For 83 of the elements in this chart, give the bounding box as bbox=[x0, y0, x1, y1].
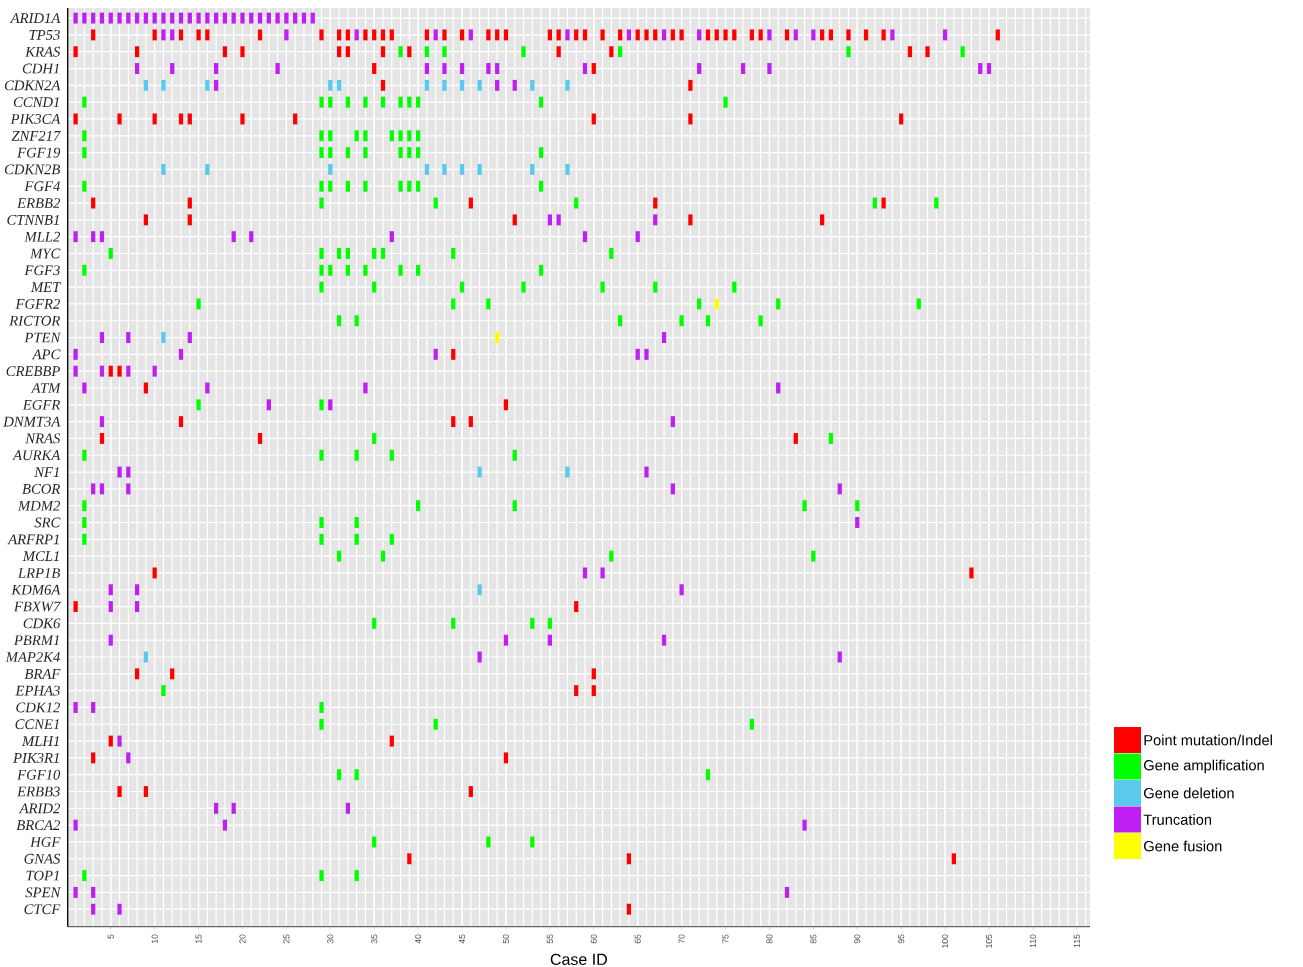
y-tick-label: ARID1A bbox=[9, 13, 61, 23]
y-tick-label: CDKN2B bbox=[4, 164, 61, 175]
x-tick-label: 5 bbox=[107, 934, 114, 939]
legend-label: Gene fusion bbox=[1144, 840, 1222, 852]
y-tick-label: MDM2 bbox=[17, 500, 60, 511]
legend-label: Gene amplification bbox=[1144, 759, 1264, 774]
y-tick-label: CREBBP bbox=[6, 366, 60, 377]
x-tick-label: 100 bbox=[942, 934, 949, 948]
y-tick-label: BRCA2 bbox=[16, 820, 61, 831]
x-tick-label: 50 bbox=[502, 934, 510, 944]
x-tick-label: 85 bbox=[810, 934, 817, 944]
y-tick-label: FGF3 bbox=[24, 265, 60, 276]
x-tick-label: 70 bbox=[678, 934, 685, 944]
x-tick-label: 20 bbox=[239, 934, 246, 944]
y-tick-label: GNAS bbox=[24, 853, 61, 864]
y-tick-label: CTNNB1 bbox=[7, 214, 59, 225]
x-tick-label: 35 bbox=[371, 934, 378, 944]
y-tick-label: MET bbox=[30, 282, 62, 292]
x-tick-label: 10 bbox=[151, 934, 158, 944]
x-tick-label: 80 bbox=[766, 934, 773, 944]
y-tick-label: MLH1 bbox=[21, 736, 59, 746]
x-axis-title: Case ID bbox=[550, 953, 607, 966]
y-tick-label: FBXW7 bbox=[13, 601, 61, 612]
y-tick-label: NF1 bbox=[34, 467, 59, 477]
y-tick-label: ARFRP1 bbox=[7, 534, 59, 545]
y-tick-label: ARID2 bbox=[18, 803, 60, 814]
y-tick-label: TP53 bbox=[29, 29, 60, 40]
y-tick-label: PIK3CA bbox=[10, 114, 61, 124]
y-tick-label: HGF bbox=[30, 837, 61, 847]
y-tick-label: EPHA3 bbox=[15, 685, 60, 696]
y-tick-label: MCL1 bbox=[22, 551, 59, 562]
x-tick-label: 110 bbox=[1029, 934, 1036, 948]
y-tick-label: RICTOR bbox=[9, 315, 61, 326]
y-tick-label: FGFR2 bbox=[15, 299, 61, 309]
x-tick-label: 95 bbox=[898, 934, 905, 944]
legend-label: Gene deletion bbox=[1144, 787, 1234, 799]
x-tick-label: 105 bbox=[985, 934, 993, 948]
y-tick-label: FGF10 bbox=[17, 769, 61, 780]
y-tick-label: BCOR bbox=[22, 483, 61, 494]
y-tick-label: PBRM1 bbox=[13, 635, 59, 646]
y-tick-label: ZNF217 bbox=[11, 130, 61, 141]
legend-label: Point mutation/Indel bbox=[1144, 734, 1272, 746]
y-tick-label: MAP2K4 bbox=[5, 652, 61, 662]
y-tick-label: TOP1 bbox=[26, 870, 59, 881]
y-tick-label: CDKN2A bbox=[4, 80, 61, 91]
y-tick-label: SPEN bbox=[25, 887, 62, 898]
x-tick-label: 90 bbox=[854, 934, 861, 944]
y-tick-label: LRP1B bbox=[17, 568, 61, 578]
x-tick-label: 25 bbox=[283, 934, 290, 944]
y-tick-label: ERBB3 bbox=[16, 786, 60, 797]
x-tick-label: 65 bbox=[634, 934, 641, 944]
y-tick-label: ERBB2 bbox=[16, 198, 61, 208]
x-tick-label: 15 bbox=[195, 934, 202, 944]
y-tick-label: BRAF bbox=[24, 668, 61, 679]
x-tick-label: 30 bbox=[327, 934, 334, 944]
y-tick-label: DNMT3A bbox=[3, 416, 61, 427]
x-tick-label: 60 bbox=[590, 934, 597, 944]
y-tick-label: MLL2 bbox=[24, 231, 60, 242]
x-tick-label: 115 bbox=[1073, 934, 1080, 948]
y-tick-label: APC bbox=[31, 349, 61, 360]
y-tick-label: SRC bbox=[34, 517, 61, 528]
x-tick-label: 75 bbox=[722, 934, 729, 944]
y-tick-label: CCND1 bbox=[13, 97, 59, 108]
y-tick-label: FGF19 bbox=[17, 147, 61, 158]
y-tick-label: AURKA bbox=[12, 450, 61, 461]
y-tick-label: ATM bbox=[30, 383, 61, 393]
y-tick-label: CCNE1 bbox=[15, 719, 59, 730]
y-tick-label: KRAS bbox=[25, 46, 61, 57]
y-tick-label: FGF4 bbox=[24, 181, 60, 192]
y-tick-label: CTCF bbox=[24, 904, 61, 915]
y-tick-label: PTEN bbox=[24, 332, 62, 343]
y-tick-label: MYC bbox=[30, 248, 61, 259]
y-tick-label: PIK3R1 bbox=[13, 752, 59, 763]
x-tick-label: 45 bbox=[459, 934, 466, 944]
y-tick-label: EGFR bbox=[22, 399, 61, 410]
legend-label: Truncation bbox=[1143, 814, 1212, 825]
y-tick-label: CDH1 bbox=[22, 63, 59, 74]
x-tick-label: 40 bbox=[415, 934, 422, 944]
y-tick-label: KDM6A bbox=[11, 584, 61, 595]
x-tick-label: 55 bbox=[546, 934, 553, 944]
y-tick-label: CDK12 bbox=[16, 702, 60, 713]
y-tick-label: CDK6 bbox=[23, 618, 61, 629]
y-tick-label: NRAS bbox=[25, 433, 61, 444]
